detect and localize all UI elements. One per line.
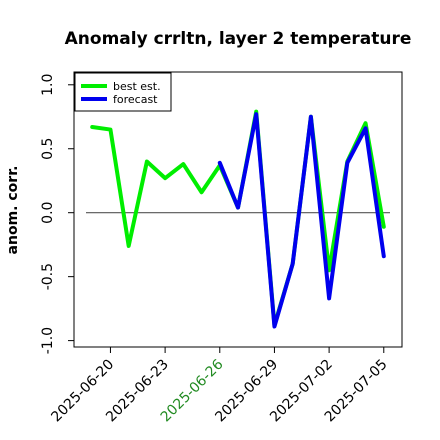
plot-area: 1.00.50.0-0.5-1.02025-06-202025-06-23202… [40,71,403,425]
series-line-forecast [217,112,386,329]
y-tick-label: -0.5 [40,263,56,290]
chart-title: Anomaly crrltn, layer 2 temperature [65,29,412,49]
y-tick-label: 0.5 [40,138,56,160]
y-tick-label: 1.0 [40,74,56,96]
legend-box [74,72,172,112]
y-axis-label: anom. corr. [5,166,21,255]
y-tick-label: 0.0 [40,202,56,224]
legend-label: best est. [113,80,161,93]
legend-label: forecast [113,93,158,106]
plot-border [73,71,403,348]
y-tick-label: -1.0 [40,327,56,354]
